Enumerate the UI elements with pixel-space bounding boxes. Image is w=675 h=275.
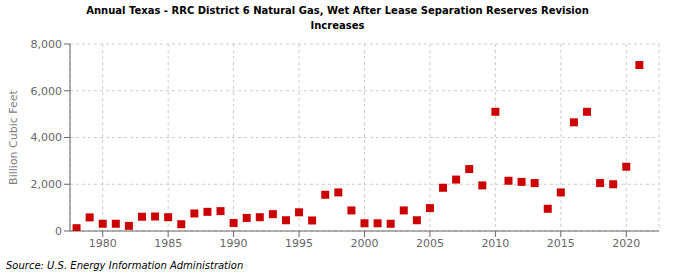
svg-text:1980: 1980 <box>89 237 117 250</box>
svg-text:1990: 1990 <box>220 237 248 250</box>
svg-text:0: 0 <box>55 225 62 238</box>
svg-text:2,000: 2,000 <box>31 178 63 191</box>
svg-text:1995: 1995 <box>285 237 313 250</box>
svg-text:4,000: 4,000 <box>31 131 63 144</box>
svg-text:2000: 2000 <box>351 237 379 250</box>
svg-text:Billion Cubic Feet: Billion Cubic Feet <box>8 89 20 184</box>
svg-text:2020: 2020 <box>612 237 640 250</box>
svg-text:6,000: 6,000 <box>31 85 63 98</box>
html-text:Annual Texas - RRC District 6: Annual Texas - RRC District 6 Natural Ga… <box>86 5 589 16</box>
svg-text:2005: 2005 <box>416 237 444 250</box>
html-text:Increases: Increases <box>310 20 365 31</box>
svg-text:1985: 1985 <box>154 237 182 250</box>
svg-text:8,000: 8,000 <box>31 38 63 51</box>
html-text:Source: U.S. Energy Informatio: Source: U.S. Energy Information Administ… <box>6 260 244 271</box>
svg-text:2010: 2010 <box>481 237 509 250</box>
svg-text:2015: 2015 <box>547 237 575 250</box>
